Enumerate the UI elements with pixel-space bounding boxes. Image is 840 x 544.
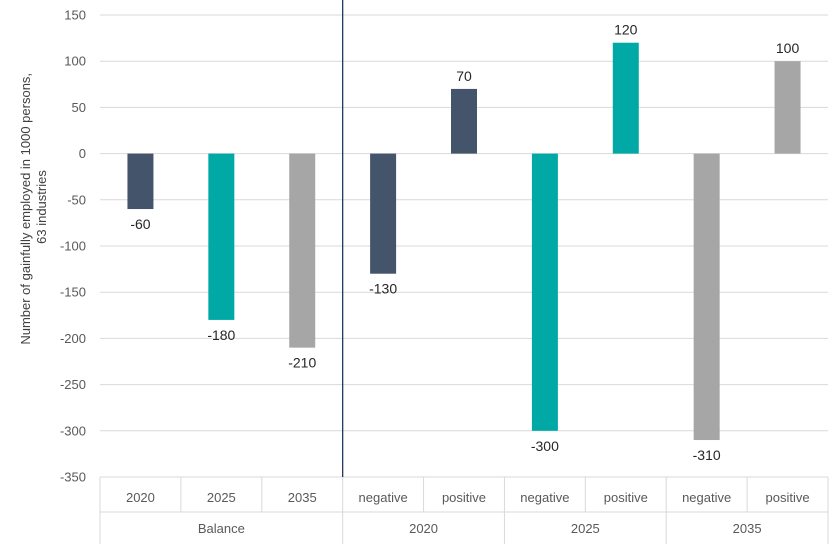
bar bbox=[289, 153, 316, 348]
bar bbox=[774, 61, 801, 154]
x-category-label: positive bbox=[766, 490, 810, 505]
y-tick-label: -200 bbox=[60, 331, 86, 346]
x-category-label: negative bbox=[682, 490, 731, 505]
x-group-label: 2025 bbox=[571, 521, 600, 536]
data-label: 70 bbox=[456, 68, 472, 84]
bar bbox=[127, 153, 154, 210]
y-tick-label: 0 bbox=[79, 146, 86, 161]
y-tick-label: 150 bbox=[64, 8, 86, 23]
y-tick-label: -350 bbox=[60, 470, 86, 485]
x-category-label: 2025 bbox=[207, 490, 236, 505]
x-group-label: 2020 bbox=[409, 521, 438, 536]
data-label: -300 bbox=[531, 438, 559, 454]
x-category-label: negative bbox=[520, 490, 569, 505]
data-label: -130 bbox=[369, 281, 397, 297]
bar bbox=[208, 153, 235, 320]
y-tick-label: 50 bbox=[72, 100, 86, 115]
data-label: -210 bbox=[288, 355, 316, 371]
data-label: 120 bbox=[614, 22, 638, 38]
y-tick-label: -150 bbox=[60, 285, 86, 300]
bar bbox=[693, 153, 720, 441]
x-category-label: 2035 bbox=[288, 490, 317, 505]
y-tick-label: -100 bbox=[60, 239, 86, 254]
bar bbox=[451, 88, 477, 154]
x-axis: 2020 2025 2035 Balance negative positive 2020 n… bbox=[99, 0, 829, 544]
bar bbox=[531, 153, 558, 431]
y-tick-label: 100 bbox=[64, 54, 86, 69]
y-axis-title: Number of gainfully employed in 1000 per… bbox=[18, 69, 49, 344]
data-label: -60 bbox=[130, 216, 150, 232]
x-category-label: 2020 bbox=[126, 490, 155, 505]
y-axis-title-line-2: 63 industries bbox=[34, 170, 49, 244]
y-axis-title-line-1: Number of gainfully employed in 1000 per… bbox=[18, 73, 33, 345]
bar bbox=[612, 42, 639, 154]
x-category-label: positive bbox=[442, 490, 486, 505]
y-tick-label: -300 bbox=[60, 423, 86, 438]
data-labels: -60 -180 -210 -130 70 -300 120 -310 100 bbox=[130, 22, 799, 463]
x-group-label: 2035 bbox=[733, 521, 762, 536]
data-label: 100 bbox=[776, 40, 800, 56]
y-tick-label: -250 bbox=[60, 377, 86, 392]
bars bbox=[127, 42, 801, 441]
x-category-label: negative bbox=[359, 490, 408, 505]
bar bbox=[370, 153, 397, 274]
data-label: -180 bbox=[207, 327, 235, 343]
data-label: -310 bbox=[693, 447, 721, 463]
x-group-label: Balance bbox=[198, 521, 245, 536]
x-category-label: positive bbox=[604, 490, 648, 505]
y-axis-tick-labels: -350 -300 -250 -200 -150 -100 -50 0 50 100 150 bbox=[60, 8, 86, 485]
y-tick-label: -50 bbox=[67, 192, 86, 207]
